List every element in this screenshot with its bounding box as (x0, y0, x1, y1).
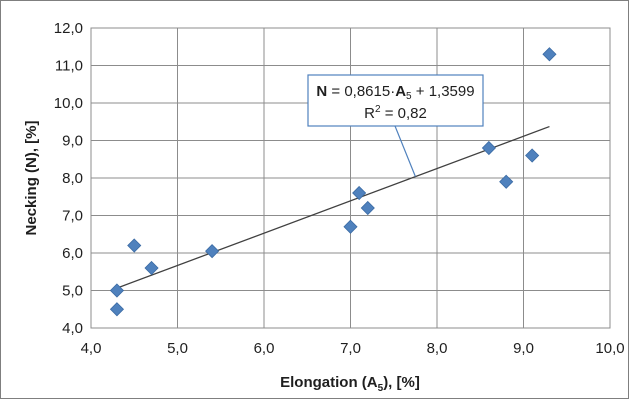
x-axis-title-suffix: ), [%] (383, 374, 420, 391)
equation-coefficient: = 0,8615· (327, 83, 395, 100)
equation-variable-subscript: 5 (406, 91, 412, 102)
data-point-marker (481, 140, 496, 156)
data-point-marker (109, 283, 125, 298)
callout-leader-line (394, 125, 416, 177)
x-tick-label: 10,0 (595, 340, 624, 357)
y-tick-label: 9,0 (62, 133, 83, 150)
data-point-marker (109, 302, 125, 317)
y-tick-label: 7,0 (62, 208, 83, 225)
y-axis-ticks: 4,0 5,0 6,0 7,0 8,0 9,0 10,0 11,0 12,0 (54, 20, 83, 337)
data-point-marker (542, 47, 557, 62)
y-tick-label: 5,0 (62, 283, 83, 300)
x-tick-label: 8,0 (427, 340, 448, 357)
x-tick-label: 9,0 (513, 340, 534, 357)
equation-text: N = 0,8615·A5 + 1,3599 (316, 83, 474, 102)
y-tick-label: 8,0 (62, 170, 83, 187)
y-tick-label: 4,0 (62, 320, 83, 337)
x-tick-label: 6,0 (254, 340, 275, 357)
x-tick-label: 4,0 (81, 340, 102, 357)
r-squared-label: R (364, 105, 375, 122)
y-tick-label: 10,0 (54, 95, 83, 112)
data-point-marker (144, 260, 159, 276)
equation-box (307, 74, 484, 127)
x-tick-label: 5,0 (167, 340, 188, 357)
data-points (109, 47, 557, 317)
y-axis-title: Necking (N), [%] (23, 120, 40, 235)
data-point-marker (205, 244, 220, 259)
x-axis-title: Elongation (A5), [%] (280, 374, 420, 394)
equation-variable: A (395, 83, 406, 100)
r-squared-superscript: 2 (375, 104, 381, 115)
data-point-marker (352, 185, 367, 201)
x-tick-label: 7,0 (340, 340, 361, 357)
x-axis-title-main: Elongation (A (280, 374, 378, 391)
equation-intercept: + 1,3599 (412, 83, 475, 100)
gridlines (91, 28, 610, 328)
data-point-marker (343, 219, 358, 234)
data-point-marker (525, 148, 540, 163)
data-point-marker (127, 238, 142, 253)
x-axis-ticks: 4,0 5,0 6,0 7,0 8,0 9,0 10,0 (81, 340, 625, 357)
y-tick-label: 12,0 (54, 20, 83, 37)
data-point-marker (360, 200, 375, 216)
x-axis-title-subscript: 5 (378, 383, 384, 394)
r-squared-value: = 0,82 (381, 105, 427, 122)
r-squared-text: R2 = 0,82 (364, 104, 427, 122)
y-tick-label: 6,0 (62, 245, 83, 262)
trendline (116, 125, 550, 289)
data-point-marker (499, 174, 514, 189)
equation-lhs: N (316, 83, 327, 100)
y-tick-label: 11,0 (55, 58, 83, 75)
